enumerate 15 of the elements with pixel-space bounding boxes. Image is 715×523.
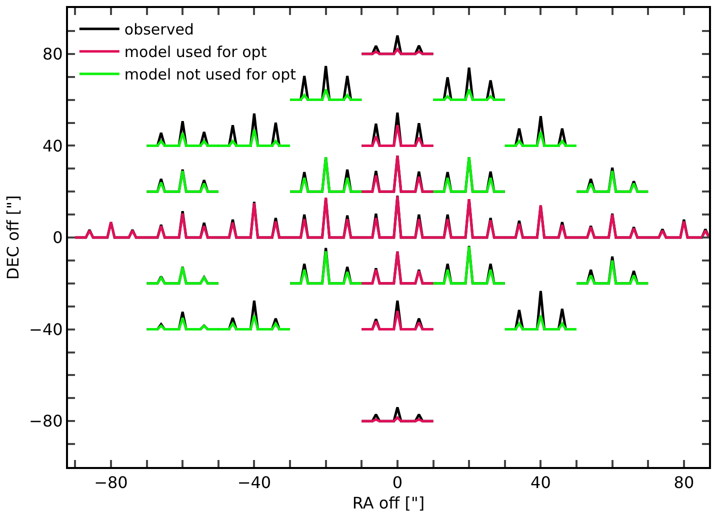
x-tick-label: 0 (392, 473, 403, 492)
x-tick-label: −80 (94, 473, 128, 492)
y-tick-label: −40 (29, 320, 63, 339)
x-tick-label: 40 (530, 473, 551, 492)
legend-label: model used for opt (124, 43, 267, 62)
y-axis-title: DEC off ["] (3, 195, 22, 280)
y-tick-label: 80 (42, 44, 63, 64)
x-tick-label: −40 (237, 473, 272, 492)
y-tick-label: −80 (29, 412, 63, 431)
x-tick-label: 80 (674, 473, 694, 492)
y-tick-label: 40 (42, 136, 63, 156)
y-tick-label: 0 (52, 228, 63, 248)
legend-label: model not used for opt (124, 66, 296, 84)
x-axis-title: RA off ["] (352, 493, 425, 512)
legend-label: observed (124, 20, 194, 39)
